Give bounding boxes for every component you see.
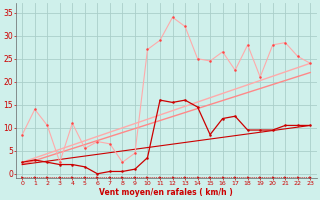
X-axis label: Vent moyen/en rafales ( km/h ): Vent moyen/en rafales ( km/h ) — [100, 188, 233, 197]
